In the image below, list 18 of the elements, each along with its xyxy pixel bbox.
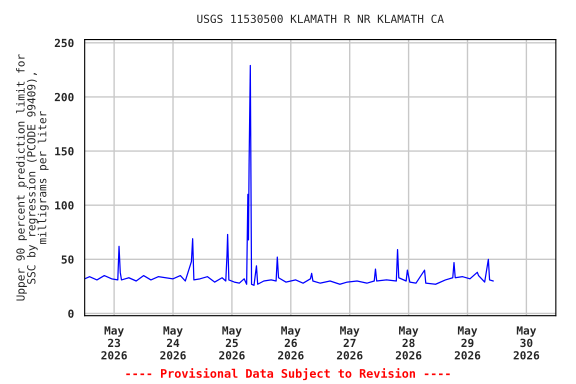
- text: ---- Provisional Data Subject to Revision ----: [126, 368, 450, 380]
- y-tick-label: 150: [55, 147, 74, 156]
- y-tick-label: 0: [68, 309, 74, 318]
- x-tick-label: May 24 2026: [160, 326, 186, 360]
- y-tick-label: 200: [54, 92, 74, 102]
- x-tick-label: May 28 2026: [396, 326, 422, 360]
- x-tick-label: May 29 2026: [454, 326, 480, 360]
- y-tick-label: 250: [54, 38, 74, 48]
- x-tick-label: May 27 2026: [336, 326, 362, 360]
- y-axis-title: Upper 90 percent prediction limit for SSC by regression (PCODE 99409), milligrams per liter: [16, 54, 49, 301]
- line-series: [84, 64, 494, 286]
- y-tick-label: 50: [62, 255, 74, 264]
- x-tick-label: May 23 2026: [101, 326, 127, 360]
- x-tick-label: May 26 2026: [278, 326, 304, 360]
- chart-title: USGS 11530500 KLAMATH R NR KLAMATH CA: [197, 14, 444, 24]
- x-tick-label: May 30 2026: [514, 326, 540, 360]
- y-tick-label: 100: [55, 201, 74, 210]
- x-tick-label: May 25 2026: [219, 326, 245, 360]
